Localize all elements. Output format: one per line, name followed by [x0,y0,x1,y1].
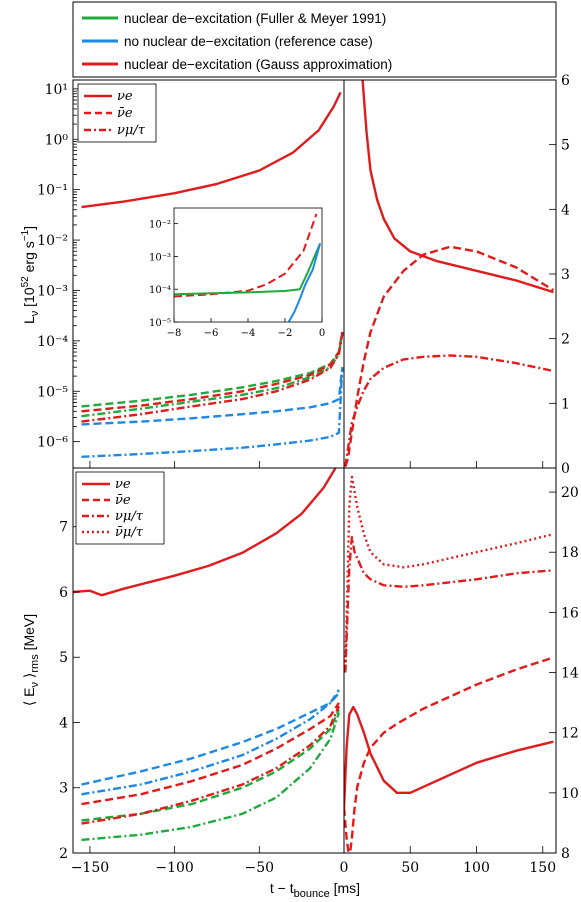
panel-lower-right-series [344,475,554,853]
legend-ref-label: no nuclear de−excitation (reference case… [124,34,373,49]
tick-label-upper-left-y: 10⁻³ [37,283,68,299]
tick-label-x: −100 [155,860,193,876]
series-upper-left-nuebar-fuller [81,331,344,408]
tick-label-lower-left-y: 7 [59,520,68,536]
lower-legend-numu: νμ/τ [115,509,144,524]
series-lower-right-nuebar-all [344,656,554,853]
series-upper-left-numu-ref [81,367,344,458]
series-lower-right-numu-all [344,536,554,673]
panel-lower-left-series [73,468,341,842]
tick-label-upper-right-y: 5 [561,138,570,154]
top-legend: nuclear de−excitation (Fuller & Meyer 19… [72,1,557,78]
tick-label-upper-left-y: 10⁻⁶ [37,435,68,451]
tick-label-inset-y: 10⁻⁴ [149,285,171,296]
tick-label-lower-left-y: 2 [59,846,68,862]
tick-label-lower-left-y: 6 [59,585,68,601]
upper-legend-nuebar: ν̄e [117,106,133,121]
upper-legend-nue: νe [117,89,133,104]
series-lower-left-numu-gauss [81,705,341,825]
tick-label-x: 100 [463,860,490,876]
series-upper-right-nue-all [361,80,554,294]
tick-label-upper-right-y: 3 [561,267,570,283]
tick-label-upper-right-y: 6 [561,73,570,89]
tick-label-inset-x: −8 [167,328,182,339]
lower-legend-numubar: ν̄μ/τ [115,525,144,540]
tick-label-lower-right-y: 20 [561,485,579,501]
tick-label-upper-left-y: 10⁻⁴ [37,334,68,350]
upper-legend-numu: νμ/τ [117,123,146,138]
panel-inset-series [174,213,322,322]
tick-label-inset-x: 0 [319,328,325,339]
tick-label-upper-right-y: 2 [561,332,570,348]
tick-label-lower-right-y: 16 [561,605,579,621]
lower-legend-nue: νe [115,477,131,492]
tick-label-x: 0 [340,860,349,876]
tick-label-lower-right-y: 10 [561,786,579,802]
panel-upper-right-series [344,80,555,468]
y-axis-label-lower: ⟨ Eν ⟩rms [MeV] [21,614,41,706]
tick-label-lower-right-y: 18 [561,545,579,561]
series-upper-left-nuebar-ref [81,367,344,426]
tick-label-x: −50 [245,860,275,876]
series-inset-nuebar-gauss [174,213,318,298]
tick-label-inset-y: 10⁻² [149,220,171,231]
series-inset-nue-ref [287,243,322,322]
x-axis-label: t − tbounce [ms] [270,880,360,900]
legend-gauss-label: nuclear de−excitation (Gauss approximati… [124,57,392,72]
tick-label-upper-right-y: 0 [561,461,570,477]
series-lower-left-nuebar-gauss [81,702,340,806]
tick-label-inset-y: 10⁻³ [149,252,171,263]
series-upper-left-numu-gauss [81,333,344,423]
tick-label-upper-left-y: 10⁰ [45,132,69,148]
tick-label-upper-right-y: 4 [561,202,570,218]
tick-label-upper-left-y: 10¹ [45,82,68,98]
tick-label-x: 50 [401,860,419,876]
tick-label-upper-left-y: 10⁻² [37,233,68,249]
tick-label-lower-left-y: 3 [59,781,68,797]
lower-legend: νe ν̄e νμ/τ ν̄μ/τ [75,471,165,545]
ticks-layer: 10⁻⁶10⁻⁵10⁻⁴10⁻³10⁻²10⁻¹10⁰10¹012345610⁻… [37,73,579,876]
tick-label-upper-left-y: 10⁻¹ [37,183,68,199]
series-lower-left-numu-fuller [81,712,341,842]
inset-panel [173,207,323,323]
upper-legend: νe ν̄e νμ/τ [77,83,157,143]
tick-label-upper-left-y: 10⁻⁵ [37,384,68,400]
tick-label-x: −150 [71,860,109,876]
tick-label-inset-x: −6 [204,328,219,339]
tick-label-lower-right-y: 14 [561,666,579,682]
series-upper-left-nue-all [81,91,342,209]
tick-label-x: 150 [529,860,556,876]
lower-legend-nuebar: ν̄e [115,493,131,508]
series-layer [73,80,555,853]
series-upper-right-numu-all [344,354,554,467]
series-upper-left-numu-fuller [81,333,344,418]
series-lower-right-nue-all [344,705,554,808]
tick-label-inset-x: −4 [241,328,256,339]
tick-label-lower-left-y: 4 [59,715,68,731]
panel-upper-left-series [81,91,344,458]
y-axis-label-upper: Lν [1052 erg s−1] [20,226,41,324]
tick-label-lower-left-y: 5 [59,650,68,666]
tick-label-upper-right-y: 1 [561,396,570,412]
series-lower-left-numu-ref [81,692,340,796]
tick-label-inset-y: 10⁻⁵ [149,318,171,329]
legend-fuller-label: nuclear de−excitation (Fuller & Meyer 19… [124,11,386,26]
panel-frames [72,79,557,854]
series-upper-right-nuebar-all [344,245,555,468]
tick-label-lower-right-y: 8 [561,846,570,862]
series-lower-left-nue-all [73,468,337,597]
series-inset-nue-fuller [174,243,322,296]
series-lower-left-nuebar-ref [81,689,340,786]
tick-label-inset-x: −2 [278,328,293,339]
series-lower-left-nuebar-fuller [81,708,341,822]
series-lower-right-numubar-all [344,475,554,673]
tick-label-lower-right-y: 12 [561,726,579,742]
